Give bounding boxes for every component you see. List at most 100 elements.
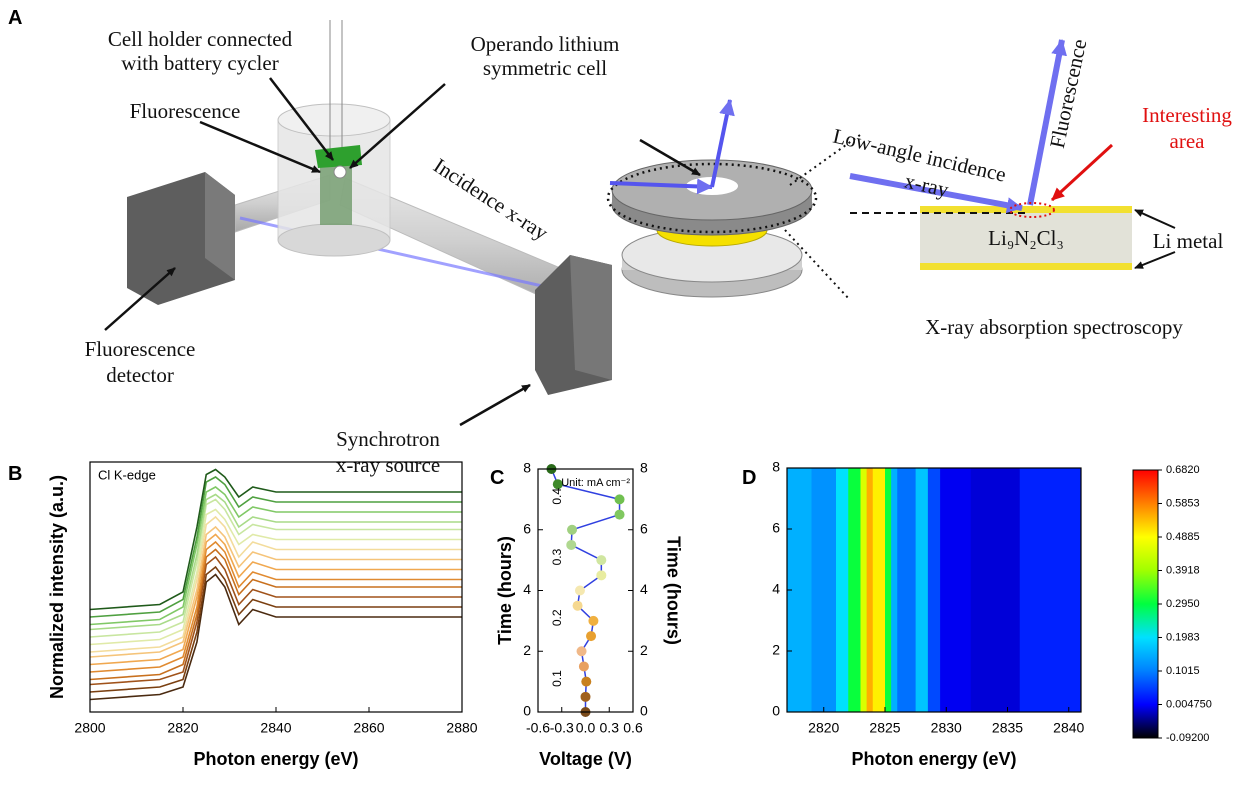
- x-tick-label: 2860: [353, 720, 384, 736]
- label: Li metal: [1153, 229, 1224, 253]
- label: Fluorescence: [85, 337, 196, 361]
- x-tick-label: 2820: [808, 720, 839, 736]
- point: [573, 601, 583, 611]
- heatmap-cell: [1020, 468, 1082, 712]
- point: [567, 525, 577, 535]
- label: X-ray absorption spectroscopy: [925, 315, 1183, 339]
- y-tick-label: 4: [523, 581, 531, 597]
- x-tick-label: 2830: [931, 720, 962, 736]
- label: Interesting: [1142, 103, 1232, 127]
- point: [615, 494, 625, 504]
- label: detector: [106, 363, 174, 387]
- x-tick-label: 0.0: [576, 720, 596, 736]
- colorbar: [1133, 470, 1158, 738]
- current-label: 0.3: [550, 548, 564, 565]
- label: Fluorescence: [130, 99, 241, 123]
- point: [588, 616, 598, 626]
- y2-tick-label: 8: [640, 460, 648, 476]
- x-tick-label: 0.6: [623, 720, 643, 736]
- y2-tick-label: 4: [640, 581, 648, 597]
- colorbar-label: 0.004750: [1166, 698, 1212, 710]
- heatmap-cell: [971, 468, 1021, 712]
- y-tick-label: 0: [523, 703, 531, 719]
- point: [581, 692, 591, 702]
- point: [596, 555, 606, 565]
- heatmap-cell: [885, 468, 892, 712]
- x-tick-label: 2840: [1053, 720, 1084, 736]
- label: area: [1170, 129, 1206, 153]
- panel-label: D: [742, 467, 756, 489]
- current-label: 0.1: [550, 670, 564, 687]
- figure: Cell holder connected with battery cycle…: [0, 0, 1243, 802]
- y2-axis-label: Time (hours): [663, 536, 683, 645]
- point: [579, 661, 589, 671]
- point: [596, 570, 606, 580]
- y-tick-label: 6: [523, 520, 531, 536]
- x-axis-label: Photon energy (eV): [193, 749, 358, 769]
- x-axis-label: Voltage (V): [539, 749, 632, 769]
- label: Operando lithium: [471, 32, 620, 56]
- y-axis-label: Time (hours): [495, 536, 515, 645]
- label: Synchrotron: [336, 427, 440, 451]
- setup-illustration: [105, 20, 1175, 425]
- colorbar-label: 0.5853: [1166, 497, 1200, 509]
- heatmap-cell: [940, 468, 971, 712]
- heatmap-cell: [916, 468, 929, 712]
- y2-tick-label: 6: [640, 520, 648, 536]
- label: with battery cycler: [121, 51, 278, 75]
- heatmap-cell: [873, 468, 886, 712]
- x-tick-label: 2880: [446, 720, 477, 736]
- x-axis-label: Photon energy (eV): [851, 749, 1016, 769]
- y-tick-label: 4: [772, 581, 780, 597]
- y2-tick-label: 2: [640, 642, 648, 658]
- annotation: Cl K-edge: [98, 467, 156, 482]
- label: symmetric cell: [483, 56, 607, 80]
- point: [586, 631, 596, 641]
- y-tick-label: 2: [772, 642, 780, 658]
- y-tick-label: 2: [523, 642, 531, 658]
- point: [581, 677, 591, 687]
- colorbar-label: 0.4885: [1166, 531, 1200, 543]
- y2-tick-label: 0: [640, 703, 648, 719]
- point: [566, 540, 576, 550]
- spectrum-line: [90, 517, 462, 652]
- panel-label: C: [490, 467, 504, 489]
- heatmap-cell: [836, 468, 849, 712]
- heatmap-cell: [812, 468, 837, 712]
- spectrum-line: [90, 567, 462, 692]
- colorbar-label: 0.1015: [1166, 665, 1200, 677]
- x-tick-label: 2825: [869, 720, 900, 736]
- heatmap-cell: [861, 468, 868, 712]
- x-tick-label: -0.6: [526, 720, 550, 736]
- x-tick-label: 2835: [992, 720, 1023, 736]
- panel-label: A: [8, 7, 22, 29]
- annotation: Unit: mA cm⁻²: [561, 477, 630, 489]
- spectrum-line: [90, 495, 462, 630]
- current-label: 0.4: [550, 488, 564, 505]
- y-tick-label: 8: [523, 460, 531, 476]
- x-tick-label: -0.3: [550, 720, 574, 736]
- label: x-ray: [902, 169, 951, 202]
- x-tick-label: 2820: [167, 720, 198, 736]
- spectrum-line: [90, 527, 462, 657]
- colorbar-label: 0.1983: [1166, 631, 1200, 643]
- y-tick-label: 6: [772, 520, 780, 536]
- y-axis-label: Normalized intensity (a.u.): [47, 475, 67, 699]
- x-tick-label: 2800: [74, 720, 105, 736]
- x-tick-label: 0.3: [600, 720, 620, 736]
- label: Li₉N₂Cl₃: [988, 226, 1064, 250]
- colorbar-label: -0.09200: [1166, 732, 1209, 744]
- point: [577, 646, 587, 656]
- x-tick-label: 2840: [260, 720, 291, 736]
- point: [575, 586, 585, 596]
- label: x-ray source: [336, 453, 440, 477]
- point: [615, 510, 625, 520]
- spectrum-line: [90, 477, 462, 617]
- colorbar-label: 0.3918: [1166, 564, 1200, 576]
- spectrum-line: [90, 487, 462, 625]
- heatmap-cell: [897, 468, 916, 712]
- colorbar-label: 0.2950: [1166, 598, 1200, 610]
- spectrum-line: [90, 535, 462, 665]
- heatmap-cell: [928, 468, 941, 712]
- current-label: 0.2: [550, 609, 564, 626]
